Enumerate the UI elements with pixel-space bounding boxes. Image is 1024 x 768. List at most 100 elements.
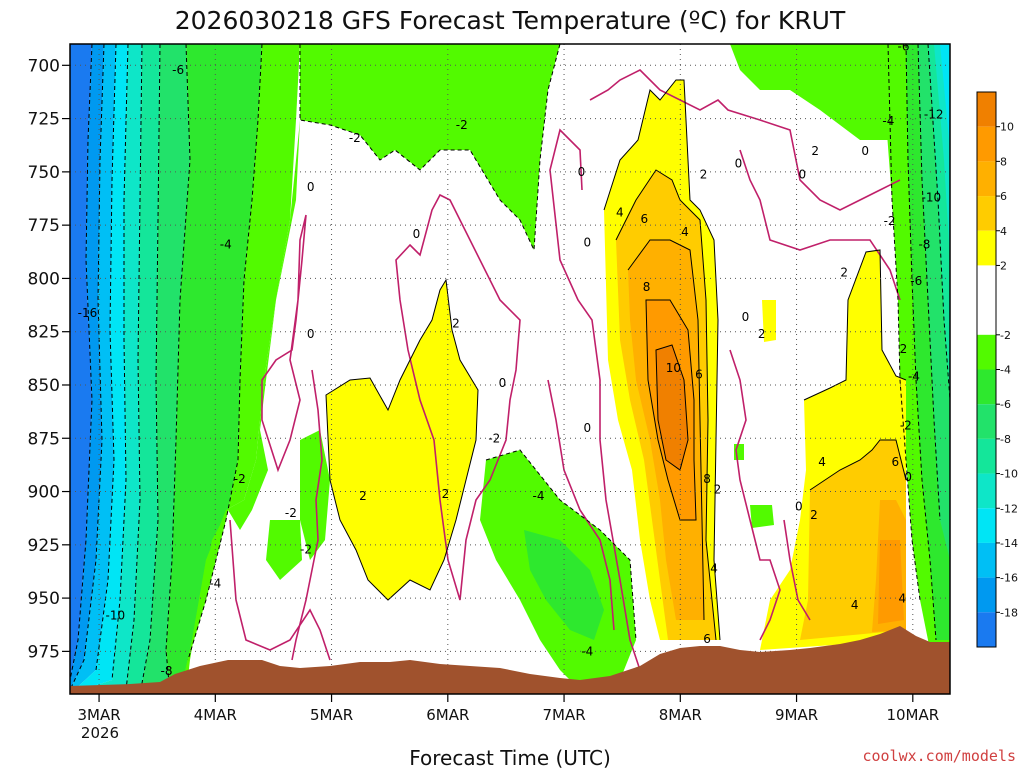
dashed-contour-8 (187, 44, 263, 661)
contour-label-35: 0 (729, 33, 737, 47)
x-tick-label-6: 9MAR (775, 706, 818, 724)
contour-label-31: 8 (703, 472, 711, 486)
colorbar-band-11 (977, 508, 996, 543)
band-minus-18 (70, 44, 104, 690)
colorbar-band-8 (977, 404, 996, 439)
zero-contour-upper (261, 214, 307, 473)
contour-label-34: 6 (703, 632, 711, 646)
colorbar-band-6 (977, 334, 996, 370)
contour-2-east (603, 79, 721, 641)
x-axis-label: Forecast Time (UTC) (409, 746, 611, 768)
contour-label-37: 0 (742, 310, 750, 324)
contour-label-56: -6 (910, 274, 922, 288)
contour-label-9: 0 (499, 376, 507, 390)
dashed-contour-9 (299, 44, 561, 251)
y-tick-label-9: 925 (28, 536, 60, 556)
plot-frame (69, 43, 951, 695)
band-minus-2-patch (266, 520, 302, 580)
colorbar-band-1 (977, 126, 996, 162)
dashed-contour-6 (139, 44, 161, 694)
band-minus-2-upper (300, 44, 560, 250)
contour-label-40: 0 (799, 167, 807, 181)
contour-label-39: 2 (811, 144, 819, 158)
contour-label-49: 0 (904, 470, 912, 484)
y-tick-label-11: 975 (28, 642, 60, 662)
contour-label-5: -4 (220, 238, 232, 252)
contour-4-far-right (809, 439, 907, 491)
x-tick-label-1: 4MAR (194, 706, 237, 724)
contour-label-4: 0 (413, 227, 421, 241)
band-minus-16 (70, 44, 116, 694)
y-tick-label-10: 950 (28, 589, 60, 609)
dashed-contour-5 (125, 44, 143, 691)
y-tick-label-7: 875 (28, 429, 60, 449)
dashed-contour-12 (917, 44, 941, 521)
y-tick-label-3: 775 (28, 216, 60, 236)
band-minus-10 (126, 44, 160, 694)
contour-label-22: 0 (583, 421, 591, 435)
colorbar-tick-label-11: -14 (1000, 537, 1018, 550)
dashed-contour-14 (887, 44, 921, 601)
band-minus-2-right-top (730, 44, 900, 140)
credit-text: coolwx.com/models (862, 747, 1016, 765)
band-minus-14 (70, 44, 128, 694)
y-tick-label-1: 725 (28, 110, 60, 130)
zero-contour-east (549, 128, 641, 671)
y-tick-label-8: 900 (28, 483, 60, 503)
contour-label-55: -6 (898, 39, 910, 53)
x-tick-label-2: 5MAR (310, 706, 353, 724)
zero-contours (229, 69, 901, 671)
colorbar-band-9 (977, 438, 996, 474)
contour-label-12: -2 (285, 506, 297, 520)
colorbar-tick-label-9: -10 (1000, 468, 1018, 481)
colorbar-tick-label-13: -18 (1000, 606, 1018, 619)
contour-label-2: -2 (456, 118, 468, 132)
colorbar-band-0 (977, 92, 996, 127)
contour-label-52: -4 (908, 370, 920, 384)
contour-label-8: 2 (452, 316, 460, 330)
contour-label-42: 2 (840, 265, 848, 279)
colorbar-tick-label-6: -4 (1000, 364, 1011, 377)
zero-contour-right-mid (739, 149, 901, 301)
contour-label-21: 0 (583, 235, 591, 249)
contour-label-46: 4 (851, 598, 859, 612)
x-tick-label-5: 8MAR (659, 706, 702, 724)
contour-label-19: -8 (161, 664, 173, 678)
colorbar-tick-label-0: 10 (1000, 121, 1014, 134)
chart-title: 2026030218 GFS Forecast Temperature (ºC)… (175, 6, 846, 35)
contour-label-3: 0 (307, 180, 315, 194)
y-tick-label-6: 850 (28, 376, 60, 396)
colorbar-band-10 (977, 473, 996, 509)
y-tick-label-2: 750 (28, 163, 60, 183)
colorbar-band-14 (977, 612, 996, 647)
contour-label-57: -8 (918, 238, 930, 252)
x-tick-label-4: 7MAR (542, 706, 585, 724)
contour-label-13: -2 (300, 542, 312, 556)
contour-label-38: 2 (758, 327, 766, 341)
contour-10-east (655, 344, 689, 471)
colorbar-tick-label-12: -16 (1000, 572, 1018, 585)
band-minus-2-patch-right-2 (750, 505, 774, 528)
contour-4-east (615, 169, 717, 641)
contour-label-50: 2 (900, 342, 908, 356)
x-axis: 3MAR 4MAR 5MAR 6MAR 7MAR 8MAR 9MAR 10MAR (77, 694, 939, 724)
dashed-contour-11 (905, 44, 937, 641)
dashed-contour-2 (70, 44, 105, 691)
contour-label-45: 4 (818, 455, 826, 469)
zero-contour-mid (395, 193, 521, 601)
y-axis: 700 725 750 775 800 825 850 875 900 925 950 975 (28, 56, 70, 662)
contour-label-44: 2 (810, 508, 818, 522)
colorbar-band-2 (977, 161, 996, 197)
contour-2-middle (325, 278, 479, 601)
colorbar-tick-label-4: 2 (1000, 259, 1007, 272)
contour-label-59: -12 (924, 108, 944, 122)
colorbar-band-5 (977, 265, 996, 335)
contour-label-0: -6 (172, 63, 184, 77)
colorbar-tick-label-7: -6 (1000, 398, 1011, 411)
contour-8-east (645, 299, 697, 521)
y-tick-label-4: 800 (28, 269, 60, 289)
colorbar-tick-label-1: 8 (1000, 155, 1007, 168)
colorbar-band-4 (977, 230, 996, 266)
